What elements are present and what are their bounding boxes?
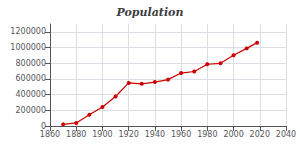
svg-text:600000: 600000 xyxy=(15,74,46,83)
svg-text:1900: 1900 xyxy=(92,130,112,139)
svg-text:1000000: 1000000 xyxy=(10,43,46,52)
svg-text:0: 0 xyxy=(40,121,46,131)
svg-text:400000: 400000 xyxy=(15,90,46,99)
svg-text:2000: 2000 xyxy=(223,130,243,139)
svg-text:1960: 1960 xyxy=(171,130,191,139)
svg-text:800000: 800000 xyxy=(15,59,46,68)
svg-text:Population: Population xyxy=(116,6,184,19)
svg-text:1880: 1880 xyxy=(66,130,86,139)
svg-text:1860: 1860 xyxy=(40,130,60,139)
svg-text:1200000: 1200000 xyxy=(10,27,46,36)
svg-text:2020: 2020 xyxy=(250,130,270,139)
svg-text:1920: 1920 xyxy=(118,130,138,139)
svg-text:1940: 1940 xyxy=(145,130,165,139)
svg-text:1980: 1980 xyxy=(197,130,217,139)
svg-text:200000: 200000 xyxy=(15,106,46,115)
svg-text:2040: 2040 xyxy=(276,130,296,139)
